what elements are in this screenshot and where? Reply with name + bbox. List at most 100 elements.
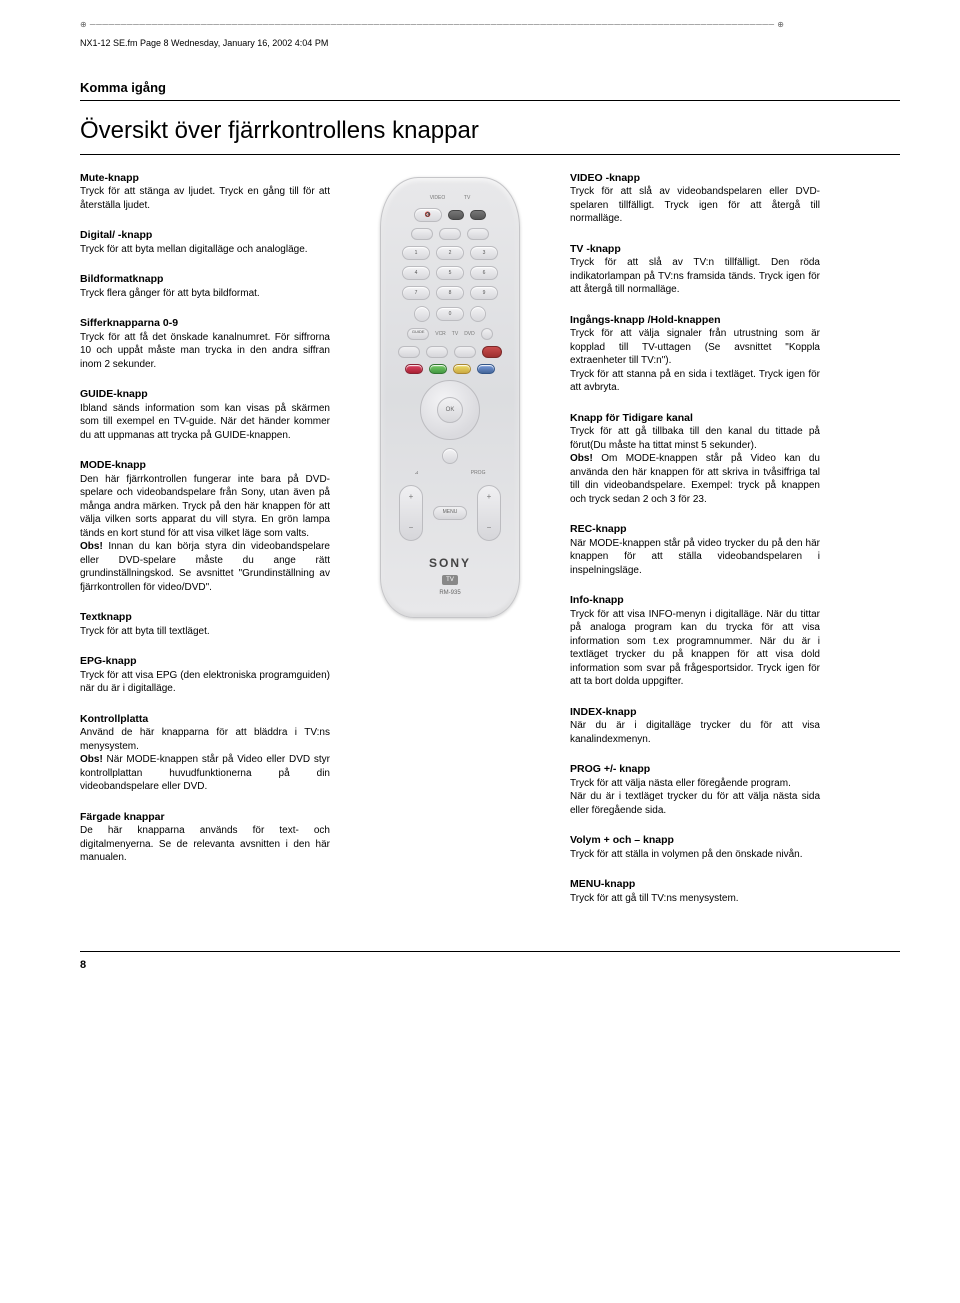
page-number: 8 bbox=[80, 951, 900, 973]
entry-body: Tryck för att byta till textläget. bbox=[80, 626, 210, 637]
right-column: VIDEO -knapp Tryck för att slå av videoba… bbox=[570, 171, 820, 922]
format-button bbox=[439, 228, 461, 240]
left-column: Mute-knapp Tryck för att stänga av ljude… bbox=[80, 171, 330, 881]
vcr-label: VCR bbox=[435, 331, 446, 338]
num-1: 1 bbox=[402, 246, 430, 260]
num-2: 2 bbox=[436, 246, 464, 260]
entry-body: Tryck för att ställa in volymen på den ö… bbox=[570, 849, 803, 860]
model-number: RM-935 bbox=[393, 589, 507, 597]
entry-body: De här knapparna används för text- och d… bbox=[80, 825, 330, 863]
tv-small-label: TV bbox=[452, 331, 458, 338]
right-entry-5: Info-knapp Tryck för att visa INFO-menyn… bbox=[570, 593, 820, 689]
entry-title: GUIDE-knapp bbox=[80, 388, 148, 400]
left-entry-1: Digital/ -knapp Tryck för att byta mellan… bbox=[80, 228, 330, 256]
entry-body: Tryck för att byta mellan digitalläge oc… bbox=[80, 244, 308, 255]
dvd-label: DVD bbox=[464, 331, 475, 338]
entry-title: Bildformatknapp bbox=[80, 273, 163, 285]
entry-body: Tryck för att slå av videobandspelaren e… bbox=[570, 186, 820, 224]
entry-title: PROG +/- knapp bbox=[570, 763, 650, 775]
page-title: Översikt över fjärrkontrollens knappar bbox=[80, 115, 900, 154]
red-button bbox=[405, 364, 423, 374]
left-entry-5: MODE-knapp Den här fjärrkontrollen funger… bbox=[80, 458, 330, 594]
left-entry-2: Bildformatknapp Tryck flera gånger för a… bbox=[80, 272, 330, 300]
entry-title: Ingångs-knapp /Hold-knappen bbox=[570, 314, 721, 326]
entry-body: Tryck för att visa EPG (den elektroniska… bbox=[80, 670, 330, 695]
entry-title: Kontrollplatta bbox=[80, 713, 148, 725]
remote-column: VIDEO TV 🔇 123 456 789 0 GUIDE VCR TV DV… bbox=[370, 171, 530, 618]
entry-body: Tryck för att gå tillbaka till den kanal… bbox=[570, 426, 820, 505]
entry-title: MENU-knapp bbox=[570, 878, 635, 890]
entry-title: Färgade knappar bbox=[80, 811, 165, 823]
entry-title: Info-knapp bbox=[570, 594, 624, 606]
right-entry-6: INDEX-knapp När du är i digitalläge tryck… bbox=[570, 705, 820, 747]
entry-body: När MODE-knappen står på video trycker d… bbox=[570, 538, 820, 576]
green-button bbox=[429, 364, 447, 374]
entry-body: När du är i digitalläge trycker du för a… bbox=[570, 720, 820, 745]
stop-button bbox=[442, 448, 458, 464]
entry-body: Tryck för att slå av TV:n tillfälligt. D… bbox=[570, 257, 820, 295]
left-entry-0: Mute-knapp Tryck för att stänga av ljude… bbox=[80, 171, 330, 213]
entry-title: Sifferknapparna 0-9 bbox=[80, 317, 178, 329]
left-entry-3: Sifferknapparna 0-9 Tryck för att få det … bbox=[80, 316, 330, 371]
right-entry-3: Knapp för Tidigare kanal Tryck för att g… bbox=[570, 411, 820, 507]
right-entry-0: VIDEO -knapp Tryck för att slå av videoba… bbox=[570, 171, 820, 226]
left-entry-9: Färgade knappar De här knapparna används … bbox=[80, 810, 330, 865]
section-header: Komma igång bbox=[80, 79, 900, 102]
left-entry-7: EPG-knapp Tryck för att visa EPG (den el… bbox=[80, 654, 330, 696]
entry-body: Den här fjärrkontrollen fungerar inte ba… bbox=[80, 474, 330, 593]
entry-body: Tryck för att stänga av ljudet. Tryck en… bbox=[80, 186, 330, 211]
tv-label: TV bbox=[464, 195, 470, 202]
prog-label: PROG bbox=[471, 470, 486, 477]
num-0: 0 bbox=[436, 307, 464, 321]
video-label: VIDEO bbox=[430, 195, 446, 202]
entry-body: Använd de här knapparna för att bläddra … bbox=[80, 727, 330, 792]
tv-badge: TV bbox=[442, 575, 458, 585]
right-entry-4: REC-knappNär MODE-knappen står på video … bbox=[570, 522, 820, 577]
num-3: 3 bbox=[470, 246, 498, 260]
vol-icon: ⊿ bbox=[415, 470, 419, 477]
mode-indicator bbox=[481, 328, 493, 340]
entry-title: TV -knapp bbox=[570, 243, 621, 255]
video-power-button bbox=[448, 210, 464, 220]
left-entry-4: GUIDE-knapp Ibland sänds information som … bbox=[80, 387, 330, 442]
input-button bbox=[467, 228, 489, 240]
entry-body: Tryck för att visa INFO-menyn i digitall… bbox=[570, 609, 820, 688]
right-entry-2: Ingångs-knapp /Hold-knappen Tryck för at… bbox=[570, 313, 820, 395]
entry-title: INDEX-knapp bbox=[570, 706, 637, 718]
entry-title: Textknapp bbox=[80, 611, 132, 623]
entry-title: Mute-knapp bbox=[80, 172, 139, 184]
entry-body: Tryck flera gånger för att byta bildform… bbox=[80, 288, 260, 299]
entry-body: Ibland sänds information som kan visas p… bbox=[80, 403, 330, 441]
text-button bbox=[426, 346, 448, 358]
entry-body: Tryck för att få det önskade kanalnumret… bbox=[80, 332, 330, 370]
yellow-button bbox=[453, 364, 471, 374]
guide-button: GUIDE bbox=[407, 328, 429, 340]
menu-button: MENU bbox=[433, 506, 467, 520]
num-5: 5 bbox=[436, 266, 464, 280]
mute-button: 🔇 bbox=[414, 208, 442, 222]
control-pad: OK bbox=[420, 380, 480, 440]
remote-control-image: VIDEO TV 🔇 123 456 789 0 GUIDE VCR TV DV… bbox=[380, 177, 520, 618]
entry-title: Volym + och – knapp bbox=[570, 834, 674, 846]
rec-button bbox=[482, 346, 502, 358]
digital-button bbox=[411, 228, 433, 240]
sony-logo: SONY bbox=[393, 555, 507, 571]
right-entry-7: PROG +/- knapp Tryck för att välja nästa … bbox=[570, 762, 820, 817]
entry-title: MODE-knapp bbox=[80, 459, 146, 471]
entry-body: Tryck för att gå till TV:ns menysystem. bbox=[570, 893, 739, 904]
volume-rocker: +− bbox=[399, 485, 423, 541]
right-entry-8: Volym + och – knapp Tryck för att ställa… bbox=[570, 833, 820, 861]
file-header: NX1-12 SE.fm Page 8 Wednesday, January 1… bbox=[80, 37, 900, 49]
entry-title: Digital/ -knapp bbox=[80, 229, 152, 241]
entry-body: Tryck för att välja nästa eller föregåen… bbox=[570, 778, 820, 816]
entry-title: EPG-knapp bbox=[80, 655, 137, 667]
entry-body: Tryck för att välja signaler från utrust… bbox=[570, 328, 820, 393]
mode-button bbox=[398, 346, 420, 358]
blue-button bbox=[477, 364, 495, 374]
left-entry-8: Kontrollplatta Använd de här knapparna f… bbox=[80, 712, 330, 794]
num-7: 7 bbox=[402, 286, 430, 300]
num-9: 9 bbox=[470, 286, 498, 300]
right-entry-9: MENU-knapp Tryck för att gå till TV:ns me… bbox=[570, 877, 820, 905]
entry-title: VIDEO -knapp bbox=[570, 172, 640, 184]
num-8: 8 bbox=[436, 286, 464, 300]
